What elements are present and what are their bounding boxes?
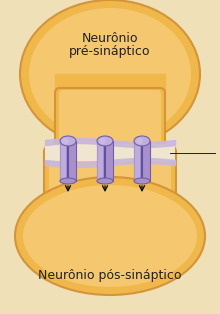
Bar (97, 141, 103, 181)
Ellipse shape (97, 178, 113, 184)
Bar (60, 141, 76, 181)
Text: pré-sináptico: pré-sináptico (69, 46, 151, 58)
Ellipse shape (20, 0, 200, 148)
Ellipse shape (62, 138, 69, 144)
Ellipse shape (60, 136, 76, 146)
Bar (60, 141, 66, 181)
FancyBboxPatch shape (55, 88, 165, 150)
Ellipse shape (60, 178, 76, 184)
Ellipse shape (23, 185, 197, 287)
Ellipse shape (99, 138, 106, 144)
FancyBboxPatch shape (49, 149, 171, 206)
FancyBboxPatch shape (59, 90, 161, 146)
Bar (97, 141, 113, 181)
Ellipse shape (134, 178, 150, 184)
Text: Neurônio pós-sináptico: Neurônio pós-sináptico (38, 269, 182, 283)
Ellipse shape (134, 136, 150, 146)
Bar (45, 144, 175, 161)
FancyBboxPatch shape (44, 146, 176, 210)
Text: Neurônio: Neurônio (82, 31, 138, 45)
Ellipse shape (15, 177, 205, 295)
Ellipse shape (97, 136, 113, 146)
Ellipse shape (136, 138, 143, 144)
Ellipse shape (29, 8, 191, 140)
Bar (134, 141, 140, 181)
Bar (134, 141, 150, 181)
